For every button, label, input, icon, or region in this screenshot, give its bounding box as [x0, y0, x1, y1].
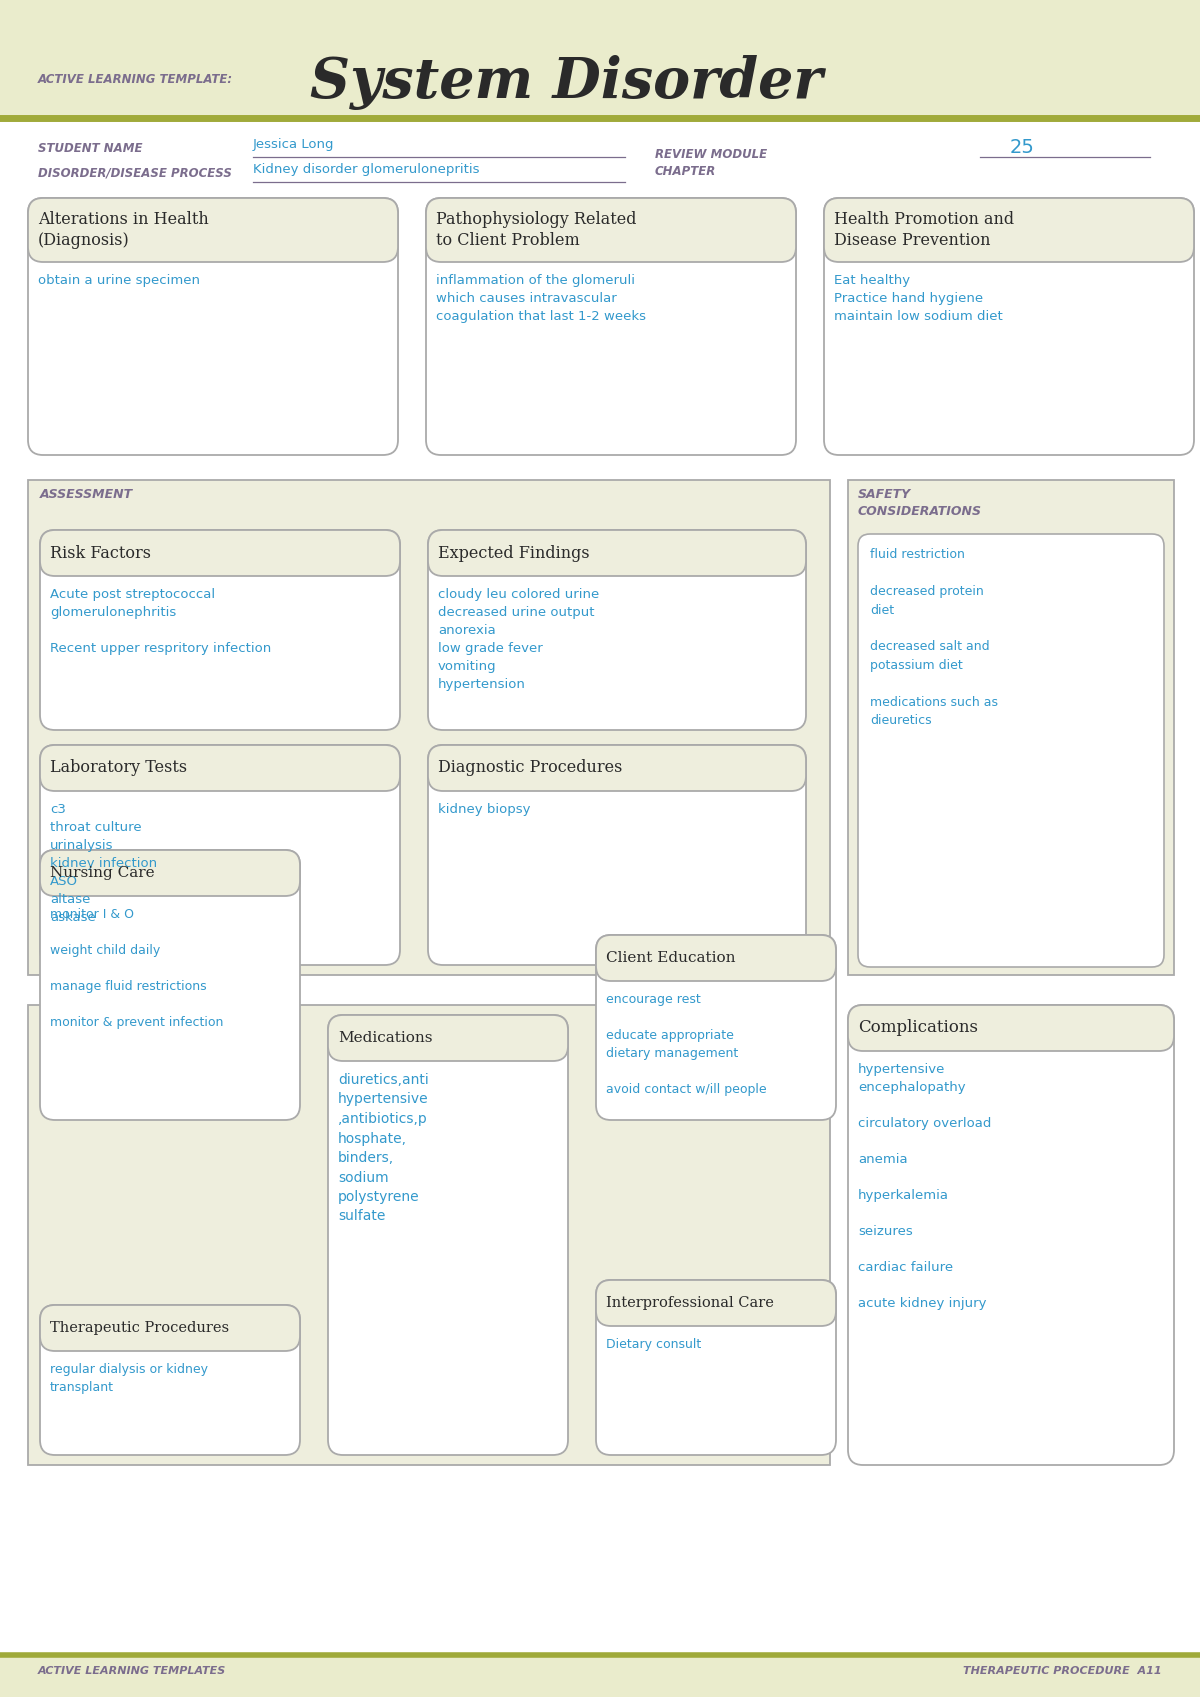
- FancyBboxPatch shape: [328, 1015, 568, 1061]
- FancyBboxPatch shape: [40, 1305, 300, 1454]
- Text: Nursing Care: Nursing Care: [50, 865, 155, 881]
- Text: DISORDER/DISEASE PROCESS: DISORDER/DISEASE PROCESS: [38, 166, 232, 180]
- Text: Client Education: Client Education: [606, 950, 736, 966]
- Text: cloudy leu colored urine
decreased urine output
anorexia
low grade fever
vomitin: cloudy leu colored urine decreased urine…: [438, 587, 599, 691]
- FancyBboxPatch shape: [40, 1305, 300, 1351]
- Text: encourage rest

educate appropriate
dietary management

avoid contact w/ill peop: encourage rest educate appropriate dieta…: [606, 993, 767, 1096]
- Text: Complications: Complications: [858, 1020, 978, 1037]
- Text: Acute post streptococcal
glomerulonephritis

Recent upper respritory infection: Acute post streptococcal glomerulonephri…: [50, 587, 271, 655]
- FancyBboxPatch shape: [28, 199, 398, 455]
- FancyBboxPatch shape: [596, 1280, 836, 1454]
- Text: inflammation of the glomeruli
which causes intravascular
coagulation that last 1: inflammation of the glomeruli which caus…: [436, 273, 646, 322]
- FancyBboxPatch shape: [596, 1280, 836, 1325]
- FancyBboxPatch shape: [40, 529, 400, 575]
- Text: monitor I & O

weight child daily

manage fluid restrictions

monitor & prevent : monitor I & O weight child daily manage …: [50, 908, 223, 1028]
- FancyBboxPatch shape: [40, 745, 400, 791]
- Text: regular dialysis or kidney
transplant: regular dialysis or kidney transplant: [50, 1363, 208, 1393]
- Bar: [848, 480, 1174, 976]
- FancyBboxPatch shape: [824, 199, 1194, 455]
- Text: Pathophysiology Related
to Client Problem: Pathophysiology Related to Client Proble…: [436, 210, 636, 249]
- FancyBboxPatch shape: [28, 199, 398, 261]
- Text: hypertensive
encephalopathy

circulatory overload

anemia

hyperkalemia

seizure: hypertensive encephalopathy circulatory …: [858, 1062, 991, 1310]
- FancyBboxPatch shape: [858, 535, 1164, 967]
- Text: Kidney disorder glomerulonepritis: Kidney disorder glomerulonepritis: [253, 163, 480, 176]
- Text: Risk Factors: Risk Factors: [50, 545, 151, 562]
- FancyBboxPatch shape: [428, 529, 806, 575]
- Text: PATIENT-CENTERED CARE: PATIENT-CENTERED CARE: [40, 1013, 215, 1027]
- Text: SAFETY
CONSIDERATIONS: SAFETY CONSIDERATIONS: [858, 489, 982, 518]
- Text: kidney biopsy: kidney biopsy: [438, 803, 530, 816]
- Text: Jessica Long: Jessica Long: [253, 137, 335, 151]
- Bar: [0, 1655, 1200, 1697]
- Bar: [28, 480, 830, 976]
- Text: THERAPEUTIC PROCEDURE  A11: THERAPEUTIC PROCEDURE A11: [964, 1666, 1162, 1677]
- Text: Diagnostic Procedures: Diagnostic Procedures: [438, 760, 623, 777]
- FancyBboxPatch shape: [40, 745, 400, 966]
- Text: Health Promotion and
Disease Prevention: Health Promotion and Disease Prevention: [834, 210, 1014, 249]
- Text: ACTIVE LEARNING TEMPLATES: ACTIVE LEARNING TEMPLATES: [38, 1666, 227, 1677]
- FancyBboxPatch shape: [596, 935, 836, 1120]
- Text: Laboratory Tests: Laboratory Tests: [50, 760, 187, 777]
- FancyBboxPatch shape: [848, 1005, 1174, 1465]
- Text: System Disorder: System Disorder: [310, 54, 823, 110]
- FancyBboxPatch shape: [426, 199, 796, 455]
- Text: Therapeutic Procedures: Therapeutic Procedures: [50, 1320, 229, 1336]
- FancyBboxPatch shape: [824, 199, 1194, 261]
- FancyBboxPatch shape: [428, 745, 806, 966]
- Text: REVIEW MODULE
CHAPTER: REVIEW MODULE CHAPTER: [655, 148, 767, 178]
- Text: Expected Findings: Expected Findings: [438, 545, 589, 562]
- Text: ASSESSMENT: ASSESSMENT: [40, 489, 133, 501]
- Text: Dietary consult: Dietary consult: [606, 1337, 701, 1351]
- FancyBboxPatch shape: [40, 850, 300, 896]
- FancyBboxPatch shape: [428, 529, 806, 730]
- FancyBboxPatch shape: [328, 1015, 568, 1454]
- Text: diuretics,anti
hypertensive
,antibiotics,p
hosphate,
binders,
sodium
polystyrene: diuretics,anti hypertensive ,antibiotics…: [338, 1073, 428, 1224]
- Text: fluid restriction

decreased protein
diet

decreased salt and
potassium diet

me: fluid restriction decreased protein diet…: [870, 548, 998, 728]
- FancyBboxPatch shape: [848, 1005, 1174, 1050]
- Text: obtain a urine specimen: obtain a urine specimen: [38, 273, 200, 287]
- Text: Eat healthy
Practice hand hygiene
maintain low sodium diet: Eat healthy Practice hand hygiene mainta…: [834, 273, 1003, 322]
- Text: ACTIVE LEARNING TEMPLATE:: ACTIVE LEARNING TEMPLATE:: [38, 73, 233, 87]
- FancyBboxPatch shape: [40, 529, 400, 730]
- Text: 25: 25: [1010, 137, 1034, 158]
- FancyBboxPatch shape: [426, 199, 796, 261]
- Text: c3
throat culture
urinalysis
kidney infection
ASO
altase
askase: c3 throat culture urinalysis kidney infe…: [50, 803, 157, 923]
- Text: Medications: Medications: [338, 1032, 432, 1045]
- FancyBboxPatch shape: [596, 935, 836, 981]
- Bar: [0, 0, 1200, 119]
- Text: Interprofessional Care: Interprofessional Care: [606, 1297, 774, 1310]
- Bar: [28, 1005, 830, 1465]
- Text: STUDENT NAME: STUDENT NAME: [38, 143, 143, 154]
- FancyBboxPatch shape: [428, 745, 806, 791]
- FancyBboxPatch shape: [40, 850, 300, 1120]
- Text: Alterations in Health
(Diagnosis): Alterations in Health (Diagnosis): [38, 210, 209, 249]
